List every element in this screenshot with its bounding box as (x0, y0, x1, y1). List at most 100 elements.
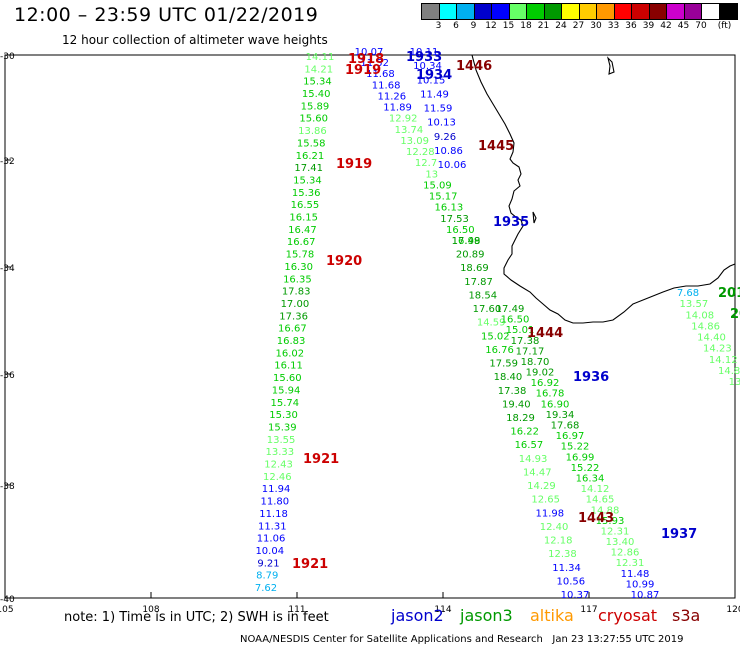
pass-time-label: 1919 (336, 157, 372, 172)
wave-height-value: 16.02 (276, 348, 305, 359)
wave-height-value: 11.59 (424, 104, 453, 115)
jason3-track-lower: 17.48 20.89 18.69 17.87 18.54 17.60 14.59 15.02… (452, 236, 590, 601)
wave-height-value: 14.93 (519, 454, 548, 465)
longitude-label: 105 (0, 605, 14, 615)
wave-height-value: 16.76 (485, 345, 514, 356)
color-swatch (614, 4, 632, 19)
wave-height-value: 14.12 (581, 484, 610, 495)
wave-height-value: 15.93 (596, 516, 625, 527)
footer-credit: NOAA/NESDIS Center for Satellite Applica… (240, 634, 684, 645)
latitude-label: -32 (0, 157, 15, 167)
wave-height-value: 16.78 (536, 389, 565, 400)
color-scale-tick: 18 (520, 21, 532, 31)
wave-height-value: 16.50 (501, 315, 530, 326)
wave-height-value: 12.7 (415, 158, 437, 169)
pass-time-label: 1920 (326, 254, 362, 269)
wave-height-value: 11.06 (257, 534, 286, 545)
wave-height-value: 11.52 (360, 58, 389, 69)
wave-height-value: 11.89 (383, 103, 412, 114)
wave-height-value: 15.09 (423, 180, 452, 191)
wave-height-value: 19.02 (526, 368, 555, 379)
wave-height-value: 14.11 (306, 52, 335, 63)
color-swatch (562, 4, 580, 19)
wave-height-value: 17.41 (294, 163, 323, 174)
wave-height-value: 15.60 (299, 114, 328, 125)
wave-height-value: 13.55 (267, 435, 296, 446)
wave-height-value: 11.26 (378, 91, 407, 102)
wave-height-value: 12.31 (601, 526, 630, 537)
wave-height-value: 18.54 (468, 290, 497, 301)
color-swatch (719, 4, 737, 19)
wave-height-value: 12.86 (611, 548, 640, 559)
wave-height-value: 18.29 (506, 413, 535, 424)
color-scale-tick: 33 (607, 21, 620, 31)
longitude-label: 114 (434, 605, 451, 615)
wave-height-value: 18.70 (521, 357, 550, 368)
wave-height-value: 13.09 (400, 136, 429, 147)
color-swatch (597, 4, 615, 19)
longitude-label: 117 (580, 605, 597, 615)
pass-time-label: 20 (730, 307, 740, 322)
color-scale-tick: 12 (485, 21, 497, 31)
wave-height-value: 14.23 (703, 344, 732, 355)
wave-height-value: 15.36 (292, 188, 321, 199)
color-swatch (632, 4, 650, 19)
legend-jason2: jason2 (391, 606, 444, 625)
wave-height-value: 11.68 (372, 80, 401, 91)
wave-height-value: 17.83 (282, 287, 311, 298)
color-swatch (527, 4, 545, 19)
wave-height-value: 17.17 (516, 346, 545, 357)
color-scale-tick: 39 (642, 21, 655, 31)
latitude-label: -34 (0, 264, 15, 274)
color-swatch (544, 4, 562, 19)
color-swatch (702, 4, 720, 19)
wave-height-value: 15.34 (293, 175, 322, 186)
wave-height-value: 19.34 (546, 410, 575, 421)
pass-time-label: 1937 (661, 527, 697, 542)
wave-height-value: 15.40 (302, 89, 331, 100)
color-swatch (492, 4, 510, 19)
jason2-track-upper: 10.0711.5211.6811.6811.2611.8912.9213.74… (355, 47, 481, 247)
wave-height-value: 16.55 (291, 200, 320, 211)
wave-height-value: 14.21 (304, 64, 333, 75)
wave-height-value: 17.38 (498, 386, 527, 397)
color-swatch (579, 4, 597, 19)
wave-height-value: 11.94 (262, 484, 291, 495)
wave-height-value: 13 (729, 377, 740, 388)
color-scale-tick: 36 (625, 21, 637, 31)
color-swatch (684, 4, 702, 19)
wave-height-value: 16.47 (288, 225, 317, 236)
wave-height-value: 15.17 (429, 192, 458, 203)
wave-height-value: 16.15 (289, 213, 318, 224)
color-scale-bar (421, 3, 738, 20)
wave-height-value: 10.37 (561, 590, 590, 601)
latitude-label: -40 (0, 595, 15, 605)
pass-time-label: 1446 (456, 59, 492, 74)
wave-height-value: 15.30 (269, 410, 298, 421)
wave-height-value: 16.11 (274, 361, 303, 372)
wave-height-value: 10.15 (417, 75, 446, 86)
wave-height-value: 17.36 (279, 311, 308, 322)
map-subtitle: 12 hour collection of altimeter wave hei… (62, 33, 328, 47)
wave-height-value: 16.21 (296, 151, 325, 162)
wave-height-value: 12.38 (548, 549, 577, 560)
wave-height-value: 16.83 (277, 336, 306, 347)
wave-height-value: 16.97 (556, 431, 585, 442)
wave-height-value: 14.8 (718, 366, 740, 377)
wave-height-value: 16.99 (452, 236, 481, 247)
pass-time-label: 1443 (578, 511, 614, 526)
wave-height-value: 11.18 (259, 509, 288, 520)
wave-height-value: 10.07 (355, 47, 384, 58)
wave-height-value: 16.67 (287, 237, 316, 248)
wave-height-value: 12.28 (406, 147, 435, 158)
wave-height-value: 17.68 (551, 421, 580, 432)
wave-height-value: 16.30 (284, 262, 313, 273)
color-scale-tick: 45 (677, 21, 690, 31)
pass-time-label: 1918 (348, 52, 384, 67)
pass-time-label: 1921 (303, 452, 339, 467)
color-swatch (422, 4, 440, 19)
axis-ticks (4, 54, 736, 599)
longitude-label: 111 (288, 605, 305, 615)
